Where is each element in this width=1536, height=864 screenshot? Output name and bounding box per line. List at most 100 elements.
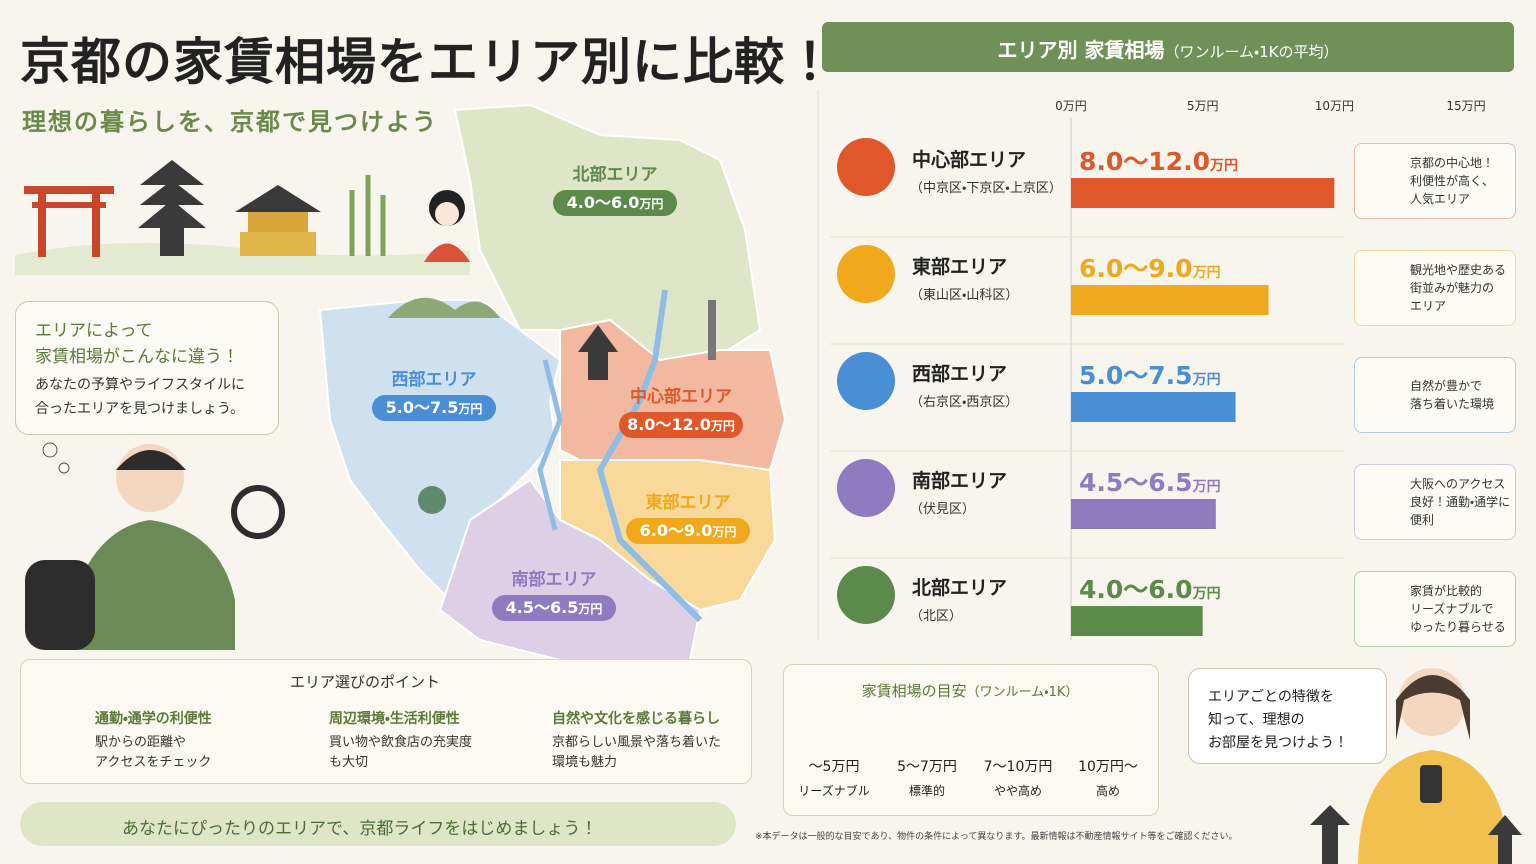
- point-line: 京都らしい風景や落ち着いた: [552, 735, 722, 750]
- bubble-line: お部屋を見つけよう！: [1208, 735, 1348, 751]
- chart-subtitle: （ワンルーム・1Kの平均）: [1164, 43, 1339, 61]
- chart-header: [822, 22, 1514, 72]
- bubble: [1188, 668, 1387, 764]
- map-unit: 万円: [578, 602, 603, 616]
- range-value: 8.0～12.0: [1079, 147, 1210, 176]
- map-unit: 万円: [458, 402, 483, 416]
- area-icon: [837, 245, 895, 303]
- map-unit: 万円: [710, 419, 735, 433]
- area-icon: [837, 352, 895, 410]
- category-label: 西部エリア: [912, 363, 1008, 385]
- bar: [1071, 392, 1236, 422]
- map: [318, 103, 787, 661]
- pagodas: [1310, 805, 1522, 864]
- guide-heading: 家賃相場の目安（ワンルーム・1K）: [783, 680, 1157, 701]
- points-card: [20, 659, 752, 784]
- point-line: 環境も魅力: [552, 755, 618, 770]
- range-unit: 万円: [1209, 158, 1238, 174]
- category-label: 南部エリア: [912, 470, 1008, 492]
- note-line: 大阪へのアクセス: [1410, 477, 1506, 491]
- point-line: 買い物や飲食店の充実度: [329, 735, 473, 750]
- note-box: [1354, 571, 1516, 647]
- area-icon: [837, 459, 895, 517]
- speech-bubble: [15, 301, 279, 435]
- bubble-line: エリアごとの特徴を: [1208, 689, 1334, 705]
- note-line: 自然が豊かで: [1410, 379, 1483, 393]
- speech-line: 家賃相場がこんなに違う！: [35, 347, 239, 367]
- note-line: 家賃が比較的: [1410, 584, 1483, 598]
- map-range: 8.0～12.0: [627, 415, 711, 434]
- point-title: 自然や文化を感じる暮らし: [552, 711, 720, 727]
- range-value: 4.0～6.0: [1079, 575, 1193, 604]
- banner: [20, 802, 736, 846]
- range-unit: 万円: [1192, 372, 1221, 388]
- range-value: 5.0～7.5: [1079, 361, 1193, 390]
- map-range: 6.0～9.0: [639, 521, 713, 540]
- category-sublabel: （東山区・山科区）: [910, 288, 1019, 303]
- note-line: 京都の中心地！: [1410, 156, 1495, 170]
- subtitle: 理想の暮らしを、京都で見つけよう: [22, 108, 438, 136]
- map-unit: 万円: [639, 197, 664, 211]
- x-tick-label: 5万円: [1187, 99, 1219, 113]
- note-line: 人気エリア: [1410, 192, 1471, 206]
- title: 京都の家賃相場をエリア別に比較！: [20, 33, 836, 91]
- woman: [1358, 668, 1510, 864]
- map-range-pill: 8.0～12.0万円: [619, 412, 743, 438]
- note-box: [1354, 250, 1516, 326]
- guide-range: 10万円～: [1078, 759, 1138, 775]
- note-box: [1354, 357, 1516, 433]
- map-range-pill: 6.0～9.0万円: [626, 518, 750, 544]
- category-sublabel: （右京区・西京区）: [910, 395, 1019, 410]
- range-label: 4.0～6.0万円: [1079, 570, 1221, 606]
- note-line: 落ち着いた環境: [1410, 397, 1495, 411]
- x-tick-label: 15万円: [1446, 99, 1485, 113]
- bar: [1071, 178, 1335, 208]
- guide-subtitle: （ワンルーム・1K）: [966, 685, 1079, 700]
- map-range: 4.0～6.0: [566, 193, 640, 212]
- bubble-line: 知って、理想の: [1208, 712, 1305, 728]
- category-sublabel: （中京区・下京区・上京区）: [910, 181, 1062, 196]
- note-line: エリア: [1410, 299, 1447, 313]
- point-line: も大切: [329, 755, 369, 770]
- area-icon: [837, 566, 895, 624]
- map-unit: 万円: [712, 525, 737, 539]
- category-sublabel: （北区）: [910, 609, 963, 624]
- bar: [1071, 499, 1216, 529]
- banner-text: あなたにぴったりのエリアで、京都ライフをはじめましょう！: [122, 819, 598, 839]
- chart-heading: エリア別 家賃相場（ワンルーム・1Kの平均）: [822, 34, 1514, 63]
- map-area-name: 東部エリア: [645, 493, 731, 513]
- point-title: 通勤・通学の利便性: [95, 711, 212, 727]
- category-label: 中心部エリア: [912, 149, 1027, 171]
- speech-line: 合ったエリアを見つけましょう。: [35, 401, 245, 417]
- x-tick-label: 10万円: [1315, 99, 1354, 113]
- area-icon: [837, 138, 895, 196]
- map-range: 5.0～7.5: [385, 398, 459, 417]
- map-area-name: 中心部エリア: [630, 387, 732, 407]
- x-tick-label: 0万円: [1055, 99, 1087, 113]
- note-line: 街並みが魅力の: [1410, 281, 1495, 295]
- guide-range: 7～10万円: [983, 759, 1053, 775]
- guide-label: リーズナブル: [798, 784, 870, 798]
- map-range-pill: 5.0～7.5万円: [372, 395, 496, 421]
- map-area-name: 北部エリア: [572, 165, 658, 185]
- range-unit: 万円: [1192, 265, 1221, 281]
- note-line: 良好！通勤・通学に: [1410, 495, 1511, 509]
- map-area-name: 西部エリア: [391, 370, 477, 390]
- guide-range: ～5万円: [808, 759, 860, 775]
- guide-title: 家賃相場の目安: [861, 682, 967, 700]
- category-label: 北部エリア: [912, 577, 1008, 599]
- range-label: 6.0～9.0万円: [1079, 249, 1221, 285]
- note-box: [1354, 143, 1516, 219]
- guide-card: [783, 664, 1159, 816]
- bar: [1071, 606, 1203, 636]
- range-value: 4.5～6.5: [1079, 468, 1193, 497]
- maiko: [424, 190, 470, 262]
- footnote: ※本データは一般的な目安であり、物件の条件によって異なります。最新情報は不動産情…: [755, 832, 1238, 842]
- range-unit: 万円: [1192, 586, 1221, 602]
- map-range: 4.5～6.5: [505, 598, 579, 617]
- ground: [15, 242, 470, 275]
- note-line: 便利: [1410, 513, 1435, 527]
- point-title: 周辺環境・生活利便性: [329, 711, 460, 727]
- range-label: 8.0～12.0万円: [1079, 142, 1238, 178]
